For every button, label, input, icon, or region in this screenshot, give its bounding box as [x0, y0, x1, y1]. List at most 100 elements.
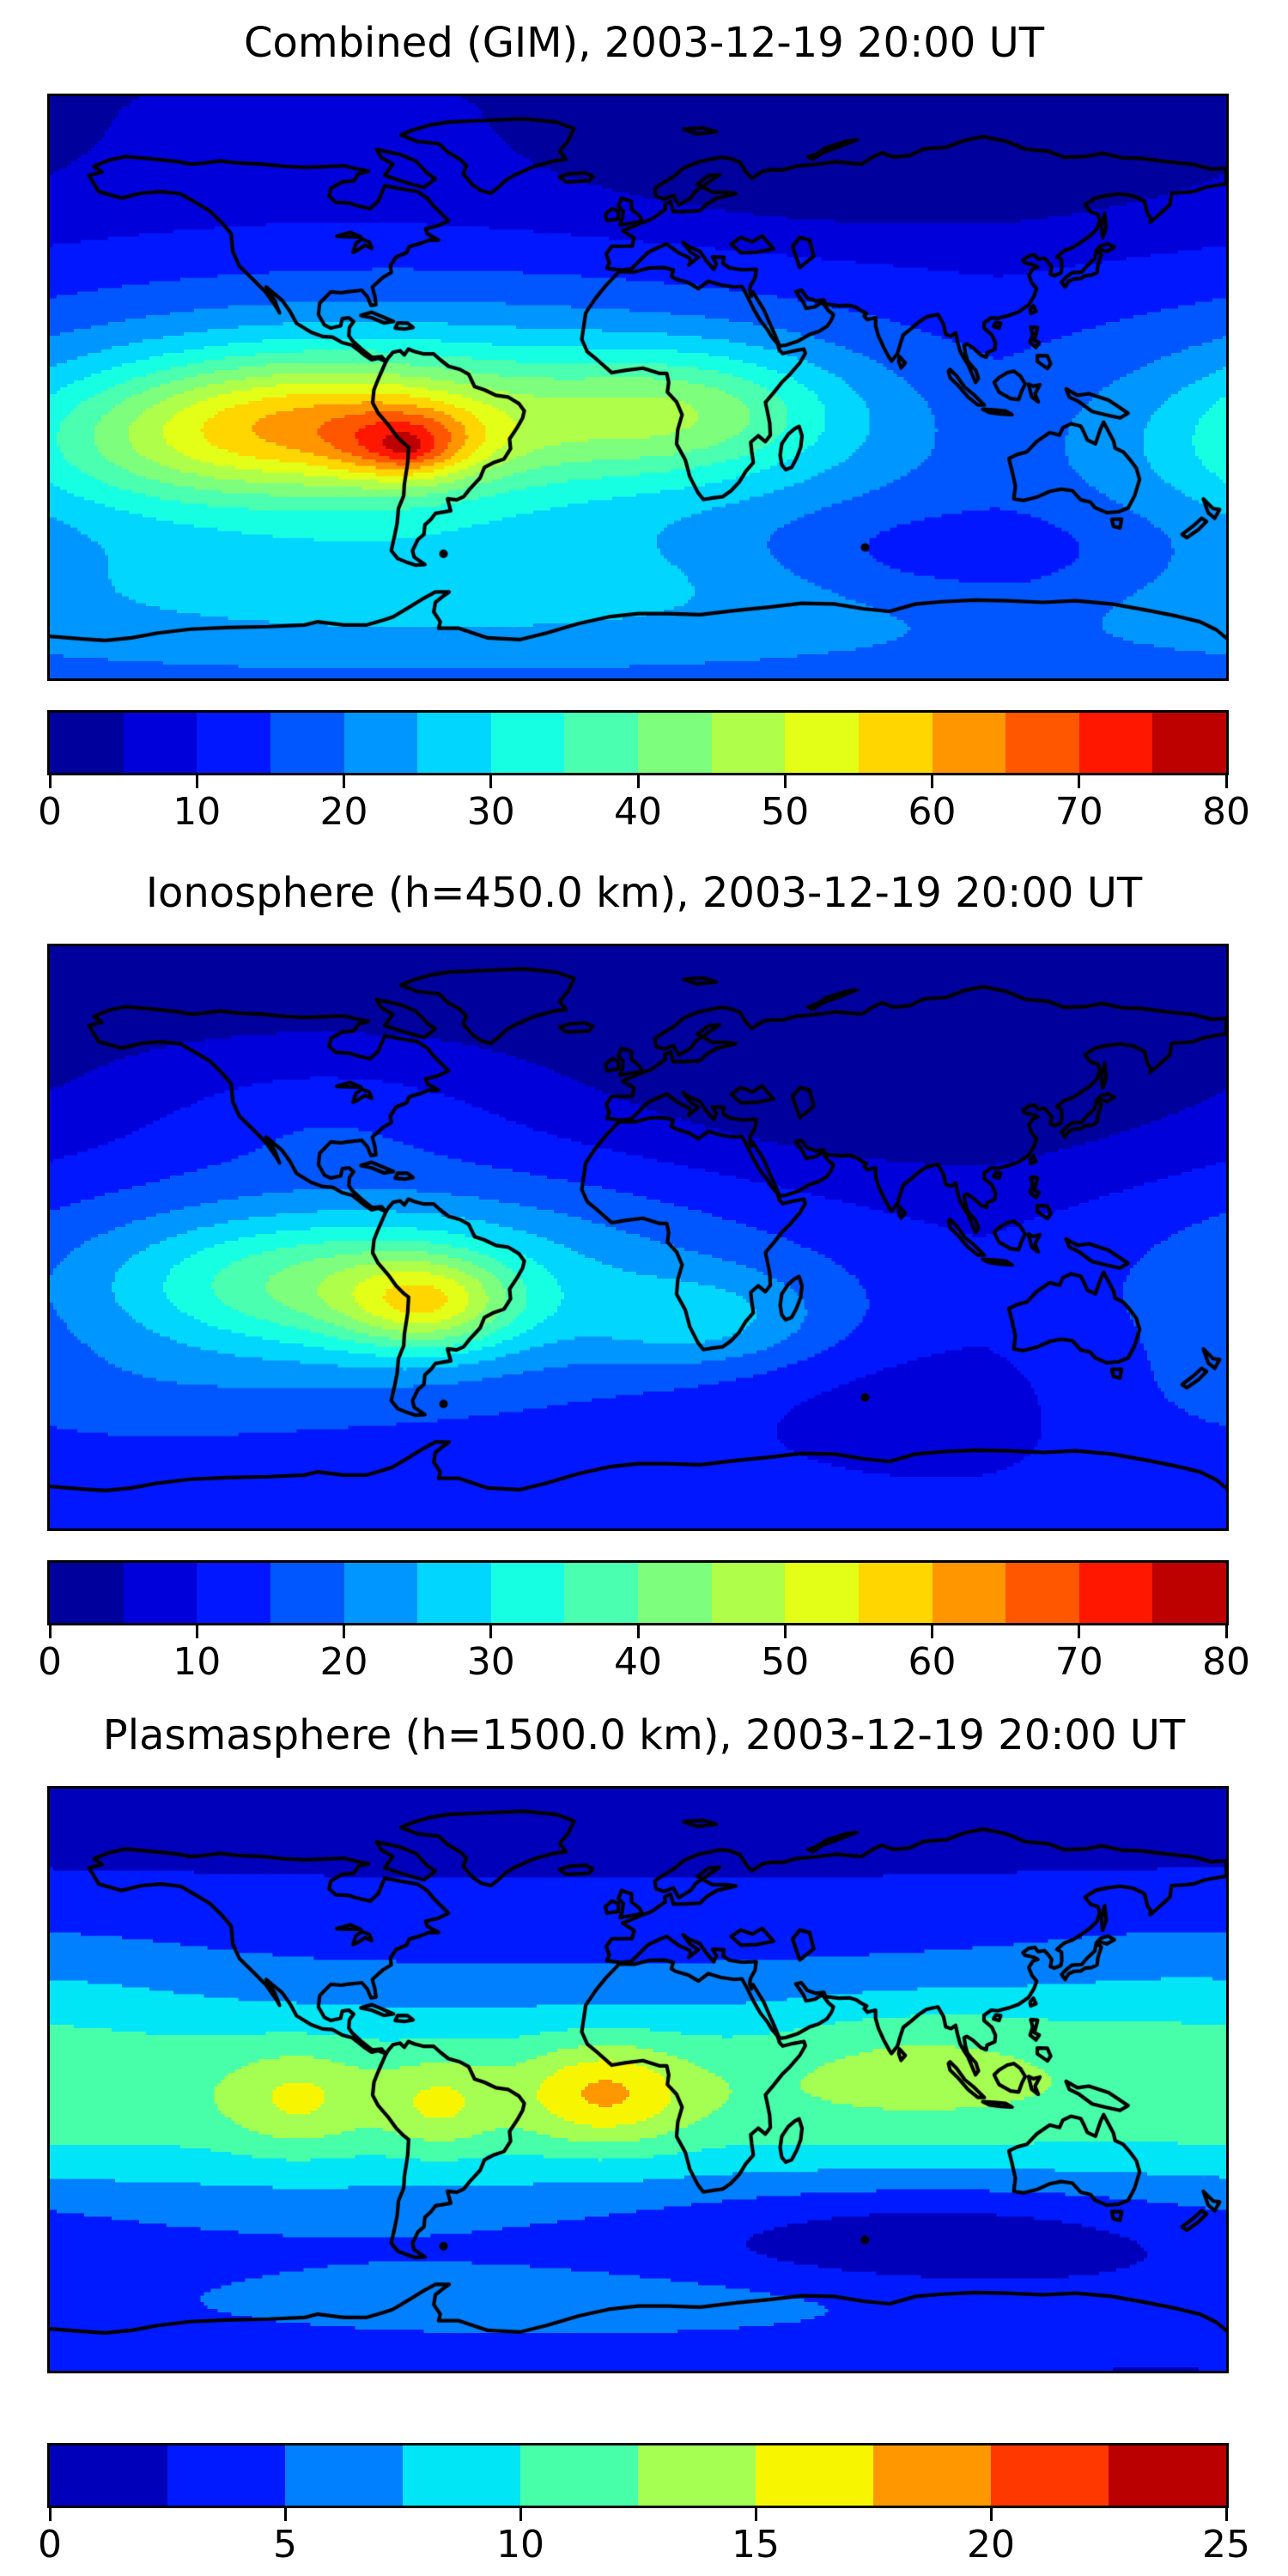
colorbar-segment [991, 2445, 1109, 2506]
colorbar-tick-mark [636, 1625, 640, 1638]
colorbar-tick-mark [489, 1625, 493, 1638]
colorbar-tick-label: 25 [1202, 2523, 1250, 2567]
colorbar-tick-mark [48, 2508, 52, 2521]
colorbar-segment [490, 713, 565, 773]
panel-title-combined: Combined (GIM), 2003-12-19 20:00 UT [243, 19, 1045, 67]
colorbar-tick-label: 30 [466, 790, 515, 834]
colorbar-segment [343, 1563, 418, 1623]
colorbar-segment [1005, 713, 1079, 773]
colorbar-plasmasphere: 0 5 10 15 20 25 [38, 2443, 1250, 2564]
map-combined [47, 94, 1229, 681]
colorbar-tick-mark [1078, 775, 1081, 788]
colorbar-segment [270, 1563, 344, 1623]
colorbar-tick-label: 0 [38, 2523, 62, 2567]
colorbar-tick-label: 50 [761, 790, 810, 834]
colorbar-tick-mark [931, 1625, 933, 1638]
colorbar-swatches [50, 1563, 1226, 1623]
colorbar-segment [50, 1563, 124, 1623]
colorbar-tick-label: 70 [1054, 790, 1103, 834]
colorbar-segment [520, 2445, 638, 2506]
colorbar-segment [564, 713, 638, 773]
colorbar-segment [638, 1563, 712, 1623]
colorbar-segment [932, 713, 1006, 773]
colorbar-segment [756, 2445, 873, 2506]
colorbar-tick-label: 70 [1054, 1640, 1103, 1684]
colorbar-tick-mark [195, 775, 198, 788]
colorbar-segment [1078, 713, 1153, 773]
colorbar-tick-mark [931, 775, 933, 788]
colorbar-tick-label: 80 [1202, 1640, 1250, 1684]
colorbar-tick-mark [754, 2508, 757, 2521]
colorbar-segment [167, 2445, 285, 2506]
colorbar-tick-label: 10 [173, 790, 222, 834]
colorbar-segment [490, 1563, 565, 1623]
colorbar-segment [403, 2445, 520, 2506]
colorbar-tick-mark [636, 775, 640, 788]
colorbar-tick-mark [48, 775, 52, 788]
colorbar-segment [1152, 1563, 1226, 1623]
colorbar-tick-mark [989, 2508, 993, 2521]
colorbar-segment [638, 713, 712, 773]
colorbar-tick-mark [489, 775, 493, 788]
colorbar-tick-mark [195, 1625, 198, 1638]
colorbar-segment [417, 713, 491, 773]
colorbar-tick-label: 60 [908, 790, 957, 834]
panel-title-ionosphere: Ionosphere (h=450.0 km), 2003-12-19 20:0… [145, 869, 1143, 917]
colorbar-swatches [50, 2445, 1226, 2506]
colorbar-tick-mark [1224, 2508, 1228, 2521]
colorbar-tick-label: 60 [908, 1640, 957, 1684]
colorbar-tick-mark [1078, 1625, 1081, 1638]
colorbar-segment [50, 2445, 167, 2506]
colorbar-segment [417, 1563, 491, 1623]
coastline-canvas-combined [50, 96, 1226, 678]
colorbar-segment [785, 713, 859, 773]
colorbar-tick-label: 80 [1202, 790, 1250, 834]
colorbar-tick-label: 10 [173, 1640, 222, 1684]
colorbar-tick-label: 20 [319, 1640, 368, 1684]
colorbar-tick-label: 40 [614, 1640, 662, 1684]
colorbar-tick-label: 15 [732, 2523, 780, 2567]
panel-title-plasmasphere: Plasmasphere (h=1500.0 km), 2003-12-19 2… [102, 1711, 1186, 1759]
colorbar-tick-mark [783, 1625, 787, 1638]
colorbar-tick-label: 40 [614, 790, 662, 834]
colorbar-segment [285, 2445, 403, 2506]
map-ionosphere [47, 944, 1229, 1531]
colorbar-segment [1005, 1563, 1079, 1623]
colorbar-segment [785, 1563, 859, 1623]
colorbar-tick-mark [283, 2508, 287, 2521]
colorbar-tick-label: 50 [761, 1640, 810, 1684]
colorbar-tick-label: 0 [38, 790, 62, 834]
colorbar-segment [50, 713, 124, 773]
colorbar-swatches [50, 713, 1226, 773]
coastline-canvas-ionosphere [50, 946, 1226, 1528]
colorbar-segment [711, 1563, 786, 1623]
colorbar-segment [197, 713, 270, 773]
colorbar-segment [858, 713, 933, 773]
colorbar-combined: 0 10 20 30 40 50 60 70 80 [38, 710, 1250, 831]
colorbar-segment [1078, 1563, 1153, 1623]
colorbar-segment [873, 2445, 991, 2506]
colorbar-segment [638, 2445, 756, 2506]
colorbar-tick-mark [48, 1625, 52, 1638]
colorbar-segment [858, 1563, 933, 1623]
map-plasmasphere [47, 1786, 1229, 2373]
colorbar-segment [711, 713, 786, 773]
colorbar-segment [343, 713, 418, 773]
colorbar-tick-mark [343, 775, 345, 788]
colorbar-segment [1152, 713, 1226, 773]
colorbar-tick-label: 0 [38, 1640, 62, 1684]
colorbar-segment [270, 713, 344, 773]
colorbar-segment [123, 713, 197, 773]
colorbar-segment [564, 1563, 638, 1623]
colorbar-segment [932, 1563, 1006, 1623]
colorbar-tick-label: 20 [319, 790, 368, 834]
colorbar-tick-label: 30 [466, 1640, 515, 1684]
colorbar-tick-label: 20 [967, 2523, 1015, 2567]
colorbar-tick-mark [343, 1625, 345, 1638]
colorbar-ionosphere: 0 10 20 30 40 50 60 70 80 [38, 1560, 1250, 1681]
colorbar-tick-mark [783, 775, 787, 788]
colorbar-segment [123, 1563, 197, 1623]
colorbar-tick-mark [519, 2508, 522, 2521]
coastline-canvas-plasmasphere [50, 1789, 1226, 2371]
